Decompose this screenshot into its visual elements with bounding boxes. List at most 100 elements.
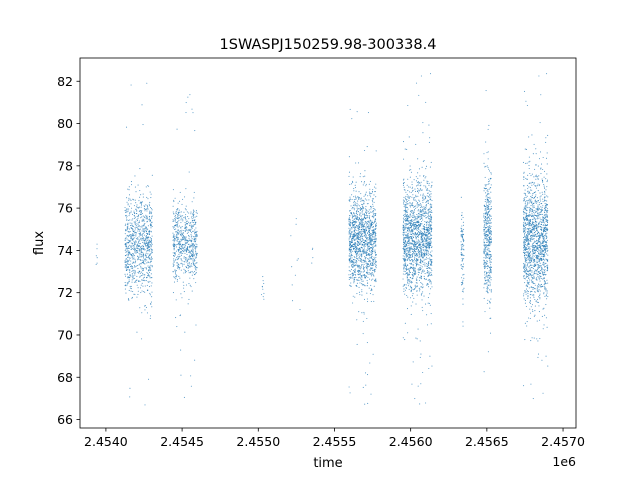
data-point bbox=[426, 272, 428, 274]
data-point bbox=[403, 251, 405, 253]
data-point bbox=[420, 188, 422, 190]
data-point bbox=[462, 325, 464, 327]
data-point bbox=[367, 273, 369, 275]
data-point bbox=[368, 199, 370, 201]
data-point bbox=[462, 228, 465, 230]
data-point bbox=[490, 289, 492, 291]
data-point bbox=[129, 253, 131, 255]
data-point bbox=[348, 156, 350, 158]
data-point bbox=[414, 190, 417, 193]
data-point bbox=[175, 233, 178, 235]
data-point bbox=[360, 200, 362, 202]
data-point bbox=[405, 265, 407, 267]
data-point bbox=[148, 281, 150, 283]
data-point bbox=[422, 219, 424, 221]
data-point bbox=[179, 230, 181, 232]
data-point bbox=[429, 193, 431, 195]
data-point bbox=[417, 187, 419, 189]
data-point bbox=[426, 199, 428, 201]
data-point bbox=[407, 285, 409, 287]
data-point bbox=[129, 245, 132, 247]
data-point bbox=[411, 256, 413, 258]
data-point bbox=[131, 253, 133, 255]
data-point bbox=[362, 204, 364, 206]
data-point bbox=[420, 277, 422, 279]
data-point bbox=[174, 239, 176, 241]
data-point bbox=[193, 239, 195, 241]
data-point bbox=[142, 274, 144, 276]
data-point bbox=[419, 231, 421, 233]
data-point bbox=[349, 228, 351, 230]
data-point bbox=[354, 226, 356, 228]
data-point bbox=[352, 225, 354, 227]
data-point bbox=[483, 283, 485, 285]
data-point bbox=[365, 384, 367, 386]
data-point bbox=[423, 270, 425, 272]
data-point bbox=[490, 205, 492, 208]
data-point bbox=[183, 268, 185, 270]
data-point bbox=[543, 252, 546, 254]
data-point bbox=[490, 266, 492, 268]
data-point bbox=[490, 272, 492, 274]
data-point bbox=[488, 239, 490, 241]
data-point bbox=[142, 252, 144, 254]
data-point bbox=[349, 258, 351, 260]
data-point bbox=[368, 209, 370, 211]
data-point bbox=[370, 279, 373, 281]
data-point bbox=[419, 224, 421, 226]
data-point bbox=[488, 242, 490, 244]
data-point bbox=[462, 282, 464, 284]
data-point bbox=[409, 237, 411, 239]
data-point bbox=[173, 243, 176, 245]
data-point bbox=[368, 218, 370, 220]
data-point bbox=[422, 210, 424, 212]
data-point bbox=[429, 137, 431, 139]
data-point bbox=[405, 216, 407, 218]
data-point bbox=[420, 230, 422, 232]
data-point bbox=[95, 255, 97, 257]
data-point bbox=[348, 175, 350, 177]
data-point bbox=[360, 220, 362, 222]
data-point bbox=[541, 273, 543, 275]
data-point bbox=[173, 260, 175, 262]
data-point bbox=[428, 124, 430, 126]
data-point bbox=[180, 262, 182, 264]
data-point bbox=[151, 174, 153, 176]
data-point bbox=[366, 237, 368, 239]
data-point bbox=[193, 260, 195, 262]
data-point bbox=[353, 234, 355, 236]
data-point bbox=[426, 217, 428, 219]
data-point bbox=[142, 224, 144, 227]
data-point bbox=[131, 270, 133, 272]
data-point bbox=[127, 282, 129, 285]
data-point bbox=[190, 250, 192, 252]
data-point bbox=[373, 285, 375, 287]
data-point bbox=[125, 269, 128, 271]
data-point bbox=[418, 229, 420, 231]
data-point bbox=[429, 209, 431, 211]
data-point bbox=[486, 276, 488, 278]
data-point bbox=[412, 259, 414, 262]
data-point bbox=[430, 235, 432, 237]
data-point bbox=[183, 217, 185, 219]
data-point bbox=[194, 236, 196, 238]
data-point bbox=[402, 179, 405, 181]
data-point bbox=[353, 190, 355, 192]
data-point bbox=[372, 228, 374, 230]
data-point bbox=[370, 205, 372, 208]
data-point bbox=[185, 214, 187, 216]
data-point bbox=[128, 186, 130, 188]
data-point bbox=[488, 202, 490, 204]
data-point bbox=[419, 204, 421, 206]
data-point bbox=[354, 264, 356, 266]
data-point bbox=[185, 248, 187, 250]
data-point bbox=[484, 222, 486, 224]
data-point bbox=[367, 402, 369, 405]
data-point bbox=[141, 247, 143, 249]
data-point bbox=[364, 251, 366, 253]
data-point bbox=[425, 303, 427, 305]
data-point bbox=[179, 245, 181, 247]
data-point bbox=[427, 275, 429, 277]
data-point bbox=[425, 252, 427, 254]
